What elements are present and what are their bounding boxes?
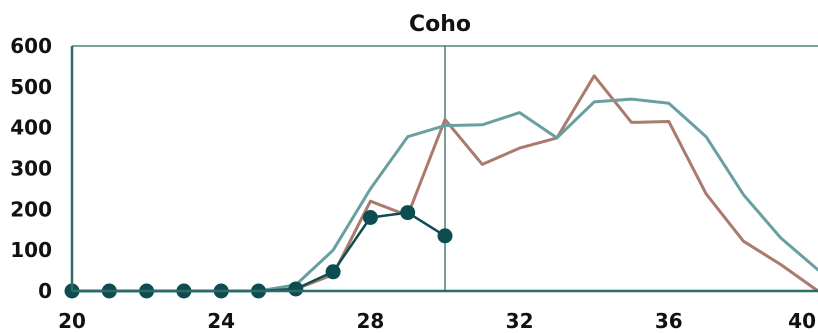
series-layer: [64, 74, 818, 299]
x-tick-label: 28: [356, 309, 384, 333]
series-3-line: [70, 211, 447, 293]
series-3-point: [362, 210, 378, 225]
y-tick-label: 100: [10, 238, 52, 262]
x-tick-label: 32: [506, 309, 534, 333]
y-tick-label: 500: [10, 75, 52, 99]
y-tick-label: 600: [10, 34, 52, 58]
y-tick-label: 400: [10, 116, 52, 140]
x-tick-label: 20: [58, 309, 86, 333]
chart-title: Coho: [409, 12, 471, 37]
series-3-point: [325, 264, 341, 280]
series-3: [64, 205, 453, 299]
y-tick-label: 300: [10, 157, 52, 181]
x-tick-label: 36: [655, 309, 683, 333]
y-axis-ticks: 0 100 200 300 400 500 600: [10, 34, 52, 303]
x-tick-label: 24: [207, 309, 235, 333]
y-tick-label: 0: [38, 279, 52, 303]
y-tick-label: 200: [10, 197, 52, 221]
series-3-point: [288, 281, 304, 297]
series-3-point: [400, 205, 416, 221]
axes-group: [70, 45, 818, 293]
x-axis-ticks: 20 24 28 32 36 40: [58, 309, 816, 333]
series-3-point: [437, 228, 453, 244]
x-tick-label: 40: [788, 309, 816, 333]
